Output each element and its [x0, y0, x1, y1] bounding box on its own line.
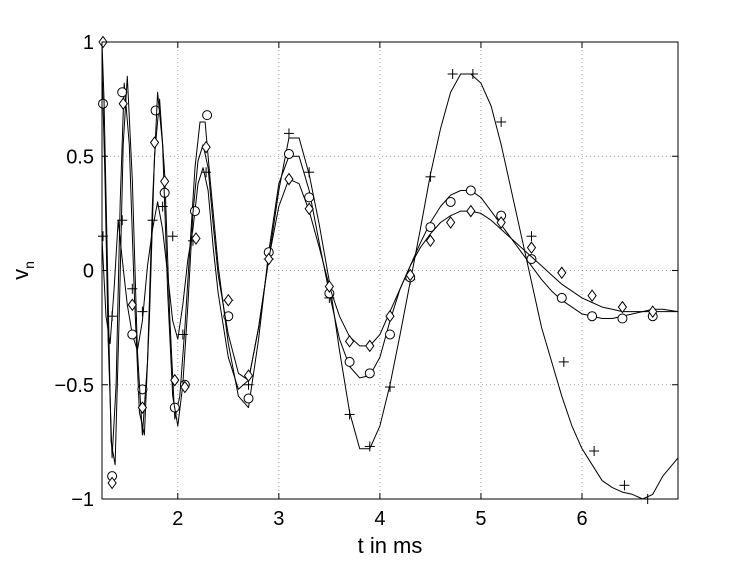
series-layer	[98, 35, 679, 504]
plus-marker	[364, 441, 375, 452]
plus-marker	[589, 446, 600, 457]
diamond-marker	[180, 380, 190, 394]
circle-marker	[304, 192, 315, 203]
circle-marker	[556, 292, 567, 303]
x-axis-label: t in ms	[358, 533, 423, 558]
series-line	[101, 73, 679, 500]
x-tick-label: 6	[576, 508, 587, 530]
y-tick-label: −1	[71, 489, 94, 511]
diamond-marker	[284, 172, 294, 186]
circle-marker	[127, 329, 138, 340]
diamond-marker	[264, 252, 274, 266]
plus-marker	[344, 409, 355, 420]
plus-marker	[283, 128, 294, 139]
y-axis-label: vn	[8, 261, 37, 280]
circle-marker	[526, 254, 537, 265]
diamond-marker	[201, 140, 211, 154]
diamond-marker	[107, 476, 117, 490]
diamond-marker	[446, 216, 456, 229]
diamond-marker	[149, 136, 160, 149]
y-tick-label: 0.5	[66, 146, 94, 168]
plus-marker	[526, 231, 537, 242]
circle-marker	[425, 222, 436, 233]
x-tick-label: 5	[475, 508, 486, 530]
y-tick-label: 1	[83, 32, 94, 54]
diamond-marker	[243, 369, 254, 382]
series-diamond	[98, 35, 678, 490]
diamond-marker	[496, 216, 506, 229]
plus-marker	[619, 480, 630, 491]
series-line	[101, 64, 679, 459]
circle-marker	[283, 148, 294, 159]
diamond-marker	[385, 309, 395, 323]
plus-marker	[425, 171, 436, 182]
series-plus	[98, 68, 679, 504]
y-tick-label: 0	[83, 261, 94, 283]
plus-marker	[117, 215, 128, 226]
circle-marker	[150, 105, 161, 116]
plus-marker	[467, 68, 478, 79]
circle-marker	[98, 98, 109, 109]
circle-marker	[344, 356, 355, 367]
circle-marker	[617, 313, 628, 324]
circle-marker	[243, 393, 254, 404]
x-tick-label: 2	[172, 508, 183, 530]
diamond-marker	[191, 232, 201, 245]
circle-marker	[445, 196, 456, 207]
circle-marker	[202, 110, 213, 121]
diamond-marker	[223, 293, 233, 307]
y-axis-label-main: v	[8, 269, 33, 280]
diamond-marker	[466, 204, 476, 218]
diamond-marker	[127, 298, 137, 312]
series-circle	[98, 64, 679, 482]
x-tick-label: 3	[273, 508, 284, 530]
plus-marker	[304, 167, 315, 178]
diamond-marker	[160, 175, 170, 188]
diamond-marker	[587, 289, 597, 302]
y-tick-label: −0.5	[55, 375, 94, 397]
diamond-marker	[617, 300, 628, 314]
diamond-marker	[405, 268, 415, 282]
circle-marker	[364, 368, 375, 379]
diamond-marker	[425, 234, 436, 248]
diamond-marker	[557, 266, 567, 280]
diamond-marker	[344, 334, 355, 348]
diamond-marker	[170, 373, 180, 387]
plus-marker	[167, 231, 178, 242]
axis-ticks: 2 3 4 5 6 −1 −0.5 0 0.5 1	[55, 32, 678, 530]
x-tick-label: 4	[374, 508, 385, 530]
diamond-marker	[118, 97, 128, 111]
plus-marker	[447, 68, 458, 79]
diamond-marker	[365, 339, 375, 353]
plus-marker	[496, 116, 507, 127]
plus-marker	[137, 306, 148, 317]
series-line	[101, 41, 678, 466]
circle-marker	[465, 185, 476, 196]
diamond-marker	[304, 202, 314, 216]
diamond-marker	[137, 401, 148, 414]
diamond-marker	[648, 305, 658, 318]
plus-marker	[558, 356, 569, 367]
circle-marker	[587, 311, 598, 322]
diamond-marker	[324, 280, 334, 293]
circle-marker	[117, 87, 128, 98]
diamond-marker	[526, 241, 537, 255]
circle-marker	[189, 206, 200, 217]
circle-marker	[385, 329, 395, 340]
y-axis-label-subscript: n	[21, 261, 37, 269]
plus-marker	[385, 382, 395, 393]
